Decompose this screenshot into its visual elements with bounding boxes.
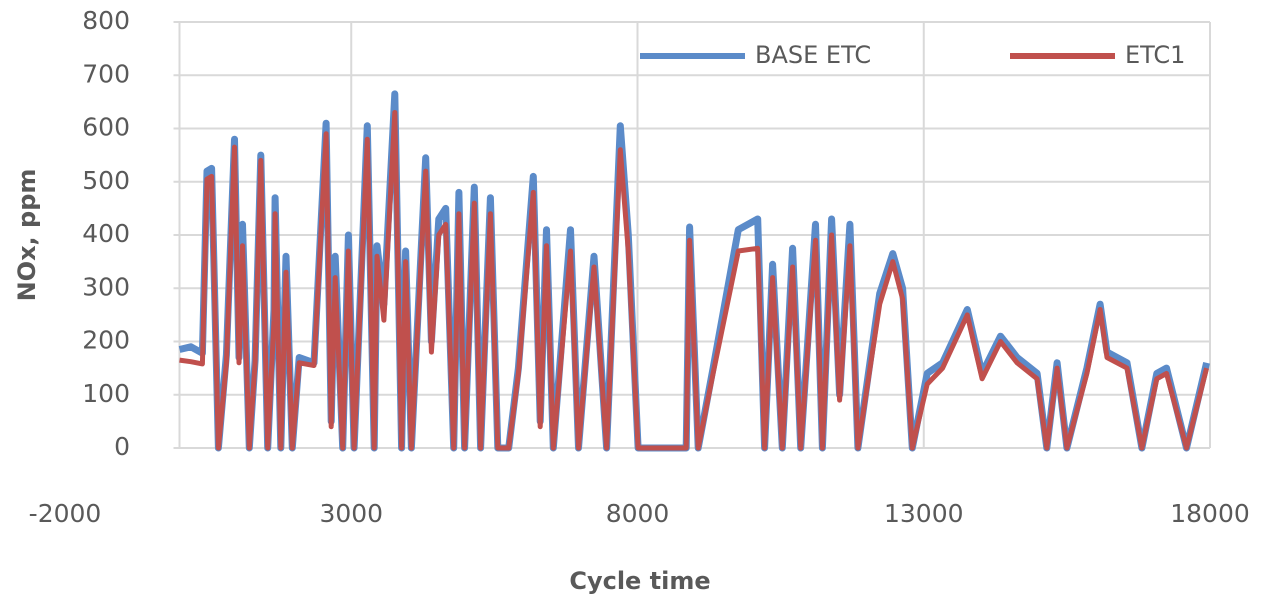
- y-tick-label: 700: [82, 59, 130, 88]
- x-axis-title: Cycle time: [569, 567, 710, 595]
- y-tick-label: 800: [82, 6, 130, 35]
- x-tick-label: -2000: [29, 499, 102, 528]
- y-tick-label: 100: [82, 379, 130, 408]
- x-tick-label: 18000: [1170, 499, 1250, 528]
- y-tick-label: 500: [82, 166, 130, 195]
- series-line: [179, 110, 1210, 451]
- x-tick-label: 8000: [606, 499, 670, 528]
- y-tick-label: 0: [114, 432, 130, 461]
- y-tick-label: 300: [82, 272, 130, 301]
- x-tick-label: 3000: [319, 499, 383, 528]
- y-axis-title: NOx, ppm: [13, 169, 41, 302]
- y-tick-label: 400: [82, 219, 130, 248]
- y-tick-label: 600: [82, 113, 130, 142]
- legend: BASE ETC ETC1: [640, 41, 1185, 69]
- legend-label: BASE ETC: [755, 41, 871, 69]
- x-tick-label: 13000: [884, 499, 964, 528]
- y-tick-label: 200: [82, 326, 130, 355]
- legend-label: ETC1: [1125, 41, 1185, 69]
